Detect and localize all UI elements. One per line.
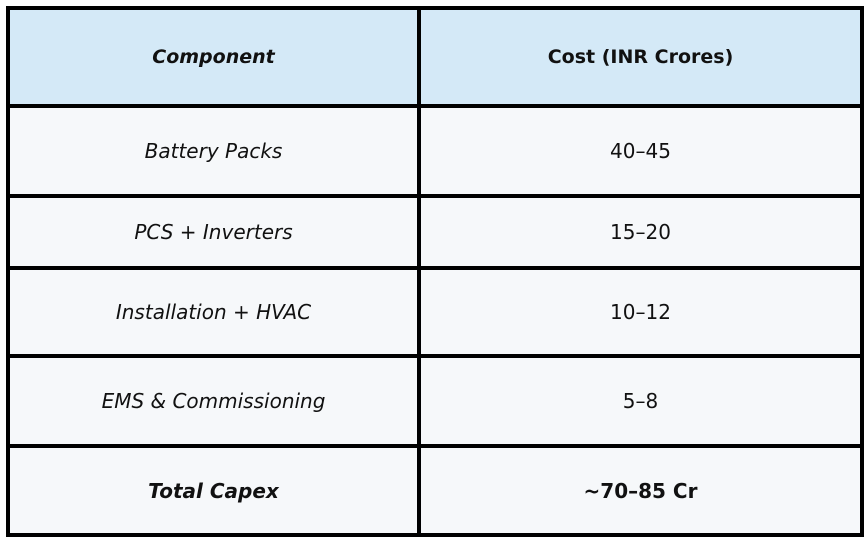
component-cell: EMS & Commissioning [6, 354, 421, 448]
cost-cell: 15–20 [417, 194, 864, 270]
table-row: Installation + HVAC 10–12 [6, 266, 864, 358]
total-cost-cell: ~70–85 Cr [417, 444, 864, 537]
header-cost: Cost (INR Crores) [417, 6, 864, 108]
cost-cell: 40–45 [417, 104, 864, 198]
component-cell: Battery Packs [6, 104, 421, 198]
component-cell: Installation + HVAC [6, 266, 421, 358]
table-row: EMS & Commissioning 5–8 [6, 354, 864, 448]
total-label-cell: Total Capex [6, 444, 421, 537]
table-row: Battery Packs 40–45 [6, 104, 864, 198]
total-row: Total Capex ~70–85 Cr [6, 444, 864, 537]
table-row: PCS + Inverters 15–20 [6, 194, 864, 270]
cost-cell: 5–8 [417, 354, 864, 448]
capex-cost-table: Component Cost (INR Crores) Battery Pack… [6, 6, 864, 537]
component-cell: PCS + Inverters [6, 194, 421, 270]
header-component: Component [6, 6, 421, 108]
cost-cell: 10–12 [417, 266, 864, 358]
table-header-row: Component Cost (INR Crores) [6, 6, 864, 108]
